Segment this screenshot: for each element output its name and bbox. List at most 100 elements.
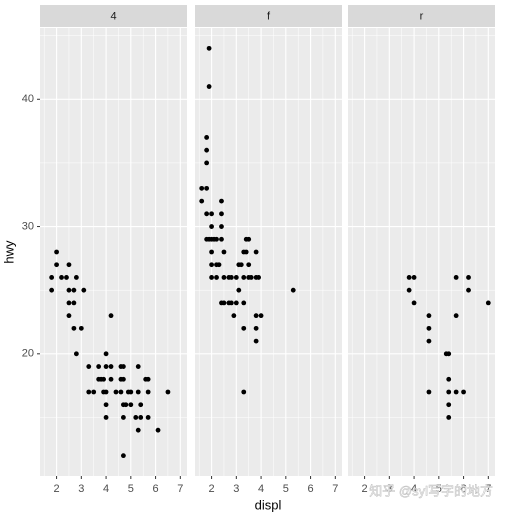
- point: [426, 338, 432, 344]
- point: [206, 84, 212, 89]
- x-tick-label: 2: [209, 483, 215, 495]
- point: [219, 236, 224, 242]
- point: [54, 262, 59, 268]
- point: [204, 147, 210, 153]
- point: [253, 338, 259, 344]
- point: [103, 415, 109, 420]
- point: [221, 249, 227, 255]
- strip-label: 4: [110, 10, 116, 22]
- point: [228, 300, 234, 306]
- strip-label: f: [267, 10, 271, 22]
- point: [120, 453, 126, 459]
- point: [406, 287, 412, 293]
- point: [103, 402, 109, 408]
- point: [71, 325, 77, 331]
- point: [103, 351, 109, 357]
- point: [66, 300, 72, 306]
- point: [49, 275, 55, 280]
- point: [155, 427, 161, 433]
- point: [253, 249, 259, 255]
- point: [98, 376, 104, 382]
- point: [128, 402, 134, 408]
- point: [96, 364, 102, 369]
- panel: [348, 28, 495, 476]
- point: [49, 287, 55, 293]
- point: [221, 300, 227, 306]
- point: [446, 376, 452, 382]
- point: [211, 236, 217, 242]
- y-tick-label: 30: [22, 220, 34, 232]
- point: [103, 364, 109, 369]
- panel: [40, 28, 187, 476]
- x-tick-label: 4: [103, 483, 109, 495]
- point: [66, 313, 72, 319]
- point: [243, 249, 249, 255]
- x-tick-label: 5: [436, 483, 442, 495]
- point: [66, 262, 72, 268]
- point: [446, 389, 452, 395]
- point: [81, 287, 87, 293]
- point: [120, 415, 126, 420]
- point: [204, 185, 210, 191]
- point: [426, 325, 432, 331]
- point: [209, 211, 214, 217]
- x-tick-label: 2: [362, 483, 368, 495]
- point: [118, 389, 124, 395]
- point: [138, 402, 144, 408]
- point: [241, 300, 247, 306]
- point: [125, 389, 131, 395]
- watermark: 知乎 @syl写字的地方: [369, 483, 493, 498]
- point: [238, 262, 244, 268]
- point: [199, 198, 205, 204]
- point: [135, 364, 141, 369]
- point: [108, 313, 114, 319]
- point: [219, 211, 224, 217]
- y-axis-label: hwy: [1, 240, 16, 264]
- point: [206, 45, 212, 51]
- point: [66, 287, 72, 293]
- point: [231, 313, 237, 319]
- y-tick-label: 20: [22, 348, 34, 360]
- point: [426, 313, 432, 319]
- x-tick-label: 3: [386, 483, 392, 495]
- point: [133, 415, 139, 420]
- point: [216, 262, 222, 268]
- point: [453, 313, 459, 319]
- x-tick-label: 2: [54, 483, 60, 495]
- point: [78, 325, 84, 331]
- point: [246, 236, 252, 242]
- point: [199, 185, 205, 191]
- point: [108, 376, 114, 382]
- x-tick-label: 7: [332, 483, 338, 495]
- point: [446, 415, 452, 420]
- x-tick-label: 6: [461, 483, 467, 495]
- x-tick-label: 6: [308, 483, 314, 495]
- point: [120, 364, 126, 369]
- x-tick-label: 4: [411, 483, 417, 495]
- x-axis-label: displ: [255, 497, 282, 512]
- point: [64, 275, 69, 280]
- point: [209, 249, 214, 255]
- point: [86, 389, 92, 395]
- point: [233, 275, 239, 280]
- strip-label: r: [420, 10, 424, 22]
- point: [466, 275, 471, 280]
- point: [165, 389, 171, 395]
- point: [138, 415, 144, 420]
- point: [118, 376, 124, 382]
- point: [453, 389, 459, 395]
- x-tick-label: 6: [153, 483, 159, 495]
- point: [135, 389, 141, 395]
- panel: [195, 28, 342, 476]
- point: [411, 275, 417, 280]
- point: [446, 351, 452, 357]
- strip: [348, 5, 495, 27]
- point: [221, 275, 227, 280]
- point: [233, 300, 239, 306]
- point: [290, 287, 296, 293]
- strip: [195, 5, 342, 27]
- x-tick-label: 5: [128, 483, 134, 495]
- point: [406, 275, 412, 280]
- point: [485, 300, 491, 306]
- y-tick-label: 40: [22, 93, 34, 105]
